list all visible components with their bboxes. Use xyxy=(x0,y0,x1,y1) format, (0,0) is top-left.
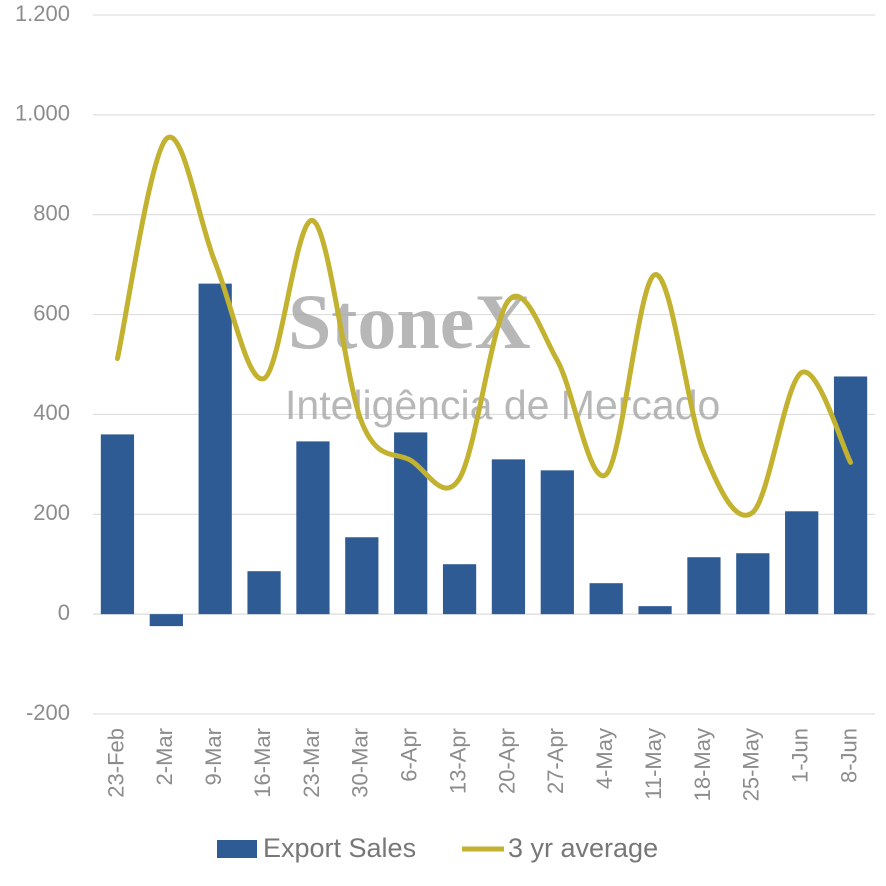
bar xyxy=(100,434,135,615)
bar xyxy=(736,553,770,615)
y-tick-label: 400 xyxy=(33,400,70,425)
x-tick-label: 25-May xyxy=(739,728,764,801)
x-tick-label: 27-Apr xyxy=(543,728,568,794)
x-tick-label: 23-Mar xyxy=(299,728,324,798)
x-tick-label: 8-Jun xyxy=(836,728,861,783)
x-tick-label: 20-Apr xyxy=(494,728,519,794)
bar xyxy=(198,283,232,615)
legend-label: Export Sales xyxy=(263,833,416,863)
bar xyxy=(589,583,623,615)
legend-swatch xyxy=(217,840,257,858)
x-tick-label: 16-Mar xyxy=(250,728,275,798)
bar xyxy=(638,606,672,615)
x-tick-label: 13-Apr xyxy=(445,728,470,794)
x-tick-label: 9-Mar xyxy=(201,728,226,785)
y-tick-label: 800 xyxy=(33,201,70,226)
x-tick-label: 6-Apr xyxy=(397,728,422,782)
bar xyxy=(345,537,379,615)
x-tick-label: 4-May xyxy=(592,728,617,789)
line xyxy=(114,134,854,518)
bar xyxy=(833,376,868,615)
bar xyxy=(149,614,183,627)
bar xyxy=(247,571,281,615)
bar xyxy=(785,511,819,615)
bar xyxy=(540,470,574,615)
watermark-brand: StoneX xyxy=(288,278,531,365)
bar xyxy=(296,441,330,615)
y-tick-label: 600 xyxy=(33,300,70,325)
x-tick-label: 1-Jun xyxy=(788,728,813,783)
y-tick-label: 0 xyxy=(58,600,70,625)
x-tick-label: 30-Mar xyxy=(348,728,373,798)
x-tick-label: 23-Feb xyxy=(103,728,128,798)
bar xyxy=(442,564,477,615)
legend-label: 3 yr average xyxy=(508,833,658,863)
x-tick-label: 18-May xyxy=(690,728,715,801)
y-tick-label: 1.000 xyxy=(15,101,70,126)
bar xyxy=(491,459,526,615)
y-tick-label: -200 xyxy=(26,700,70,725)
x-tick-label: 11-May xyxy=(641,728,666,800)
y-tick-label: 200 xyxy=(33,500,70,525)
y-tick-label: 1.200 xyxy=(15,1,70,26)
x-tick-label: 2-Mar xyxy=(152,728,177,785)
bar xyxy=(687,557,721,615)
